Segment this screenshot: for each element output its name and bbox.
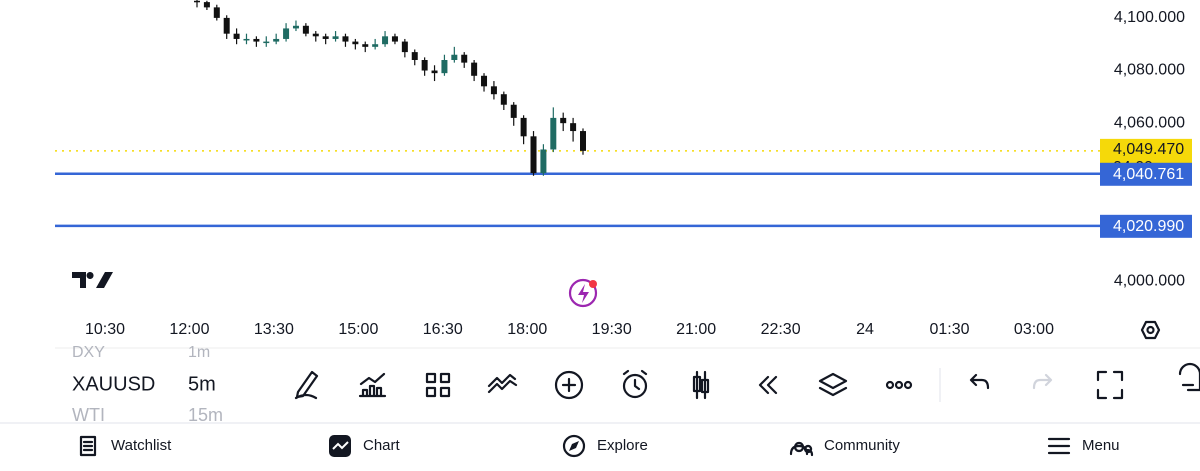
- candle-body: [391, 36, 398, 42]
- candle-body: [342, 36, 349, 42]
- candle-body: [292, 25, 299, 29]
- x-tick-label: 16:30: [423, 321, 463, 338]
- x-tick-label: 22:30: [761, 321, 801, 338]
- candle-body: [382, 36, 389, 45]
- x-tick-label: 13:30: [254, 321, 294, 338]
- candle-body: [283, 28, 290, 39]
- candle-body: [471, 62, 478, 76]
- compare-button[interactable]: [487, 373, 518, 394]
- candle-body: [203, 2, 210, 8]
- more-button[interactable]: [885, 380, 913, 390]
- redo-button[interactable]: [1032, 373, 1053, 390]
- candle-body: [273, 38, 280, 42]
- bottom-nav: Watchlist Chart Explore Community Menu: [79, 434, 1120, 458]
- candle-body: [332, 36, 339, 39]
- nav-item[interactable]: Community: [824, 437, 900, 454]
- candle-body: [560, 117, 567, 124]
- draw-button[interactable]: [294, 370, 319, 400]
- candle-body: [352, 41, 359, 45]
- last-price-label: 4,049.470: [1113, 141, 1184, 158]
- symbol[interactable]: XAUUSD: [72, 373, 155, 395]
- candle-body: [233, 33, 240, 39]
- x-tick-label: 18:00: [507, 321, 547, 338]
- candle-body: [500, 94, 507, 105]
- candle-body: [263, 41, 270, 44]
- x-tick-label: 24: [856, 321, 874, 338]
- level-label: 4,040.761: [1113, 166, 1184, 183]
- candle-body: [441, 60, 448, 74]
- candle-body: [510, 104, 517, 118]
- x-tick-label: 01:30: [929, 321, 969, 338]
- x-tick-label: 12:00: [169, 321, 209, 338]
- x-tick-label: 03:00: [1014, 321, 1054, 338]
- candle-body: [312, 33, 319, 37]
- candle-body: [401, 41, 408, 53]
- level-label: 4,020.990: [1113, 218, 1184, 235]
- candle-body: [580, 131, 586, 151]
- candle-body: [322, 36, 329, 39]
- level-tag: [1100, 162, 1192, 186]
- templates-button[interactable]: [425, 372, 451, 398]
- watchlist-icon: [79, 435, 97, 457]
- candle-body: [461, 54, 468, 63]
- candle-body: [194, 0, 200, 3]
- prev-interval[interactable]: 1m: [188, 344, 210, 361]
- candle-body: [411, 52, 418, 60]
- candle-body: [481, 75, 488, 87]
- y-tick-label: 4,060.000: [1114, 114, 1185, 131]
- x-tick-label: 19:30: [592, 321, 632, 338]
- candle-body: [520, 117, 527, 137]
- chart-type-button[interactable]: [692, 370, 710, 400]
- candle-body: [431, 70, 438, 74]
- toolbar-icons: [294, 362, 1200, 402]
- add-button[interactable]: [554, 370, 584, 400]
- nav-item[interactable]: Menu: [1082, 437, 1120, 454]
- layers-button[interactable]: [818, 372, 848, 397]
- candle-body: [372, 44, 379, 47]
- candle-body: [362, 44, 369, 47]
- undo-button[interactable]: [969, 373, 990, 390]
- settings-button[interactable]: [1140, 320, 1161, 340]
- candle-body: [540, 149, 547, 174]
- candle-body: [302, 25, 309, 34]
- x-tick-label: 10:30: [85, 321, 125, 338]
- chart: 4,100.000 4,080.000 4,060.000 4,000.000 10:3…: [55, 0, 1192, 338]
- candle-body: [451, 54, 458, 60]
- alert-button[interactable]: [622, 373, 648, 399]
- menu-icon: [1047, 437, 1071, 455]
- candle-body: [530, 136, 537, 174]
- replay-button[interactable]: [758, 375, 778, 395]
- fullscreen-button[interactable]: [1096, 370, 1124, 400]
- tradingview-logo: [72, 272, 113, 288]
- y-tick-label: 4,000.000: [1114, 272, 1185, 289]
- candle-body: [490, 86, 497, 95]
- x-tick-label: 15:00: [338, 321, 378, 338]
- nav-item[interactable]: Explore: [597, 437, 648, 454]
- lightning-button[interactable]: [568, 278, 598, 308]
- explore-icon: [562, 434, 586, 458]
- x-tick-label: 21:00: [676, 321, 716, 338]
- candle-body: [421, 60, 428, 71]
- candle-body: [243, 38, 250, 41]
- level-tag: [1100, 214, 1192, 238]
- candle-body: [253, 38, 260, 42]
- nav-item[interactable]: Watchlist: [111, 437, 172, 454]
- candle-body: [550, 117, 557, 150]
- candle-body: [570, 123, 577, 132]
- community-icon: [789, 441, 814, 457]
- candle-body: [223, 17, 230, 34]
- y-tick-label: 4,100.000: [1114, 9, 1185, 26]
- prev-symbol[interactable]: DXY: [72, 344, 105, 361]
- y-tick-label: 4,080.000: [1114, 62, 1185, 79]
- indicators-button[interactable]: [358, 372, 387, 398]
- nav-item[interactable]: Chart: [363, 437, 401, 454]
- next-interval[interactable]: 15m: [188, 405, 223, 425]
- candle-body: [213, 7, 220, 18]
- interval[interactable]: 5m: [188, 373, 216, 395]
- next-symbol[interactable]: WTI: [72, 405, 105, 425]
